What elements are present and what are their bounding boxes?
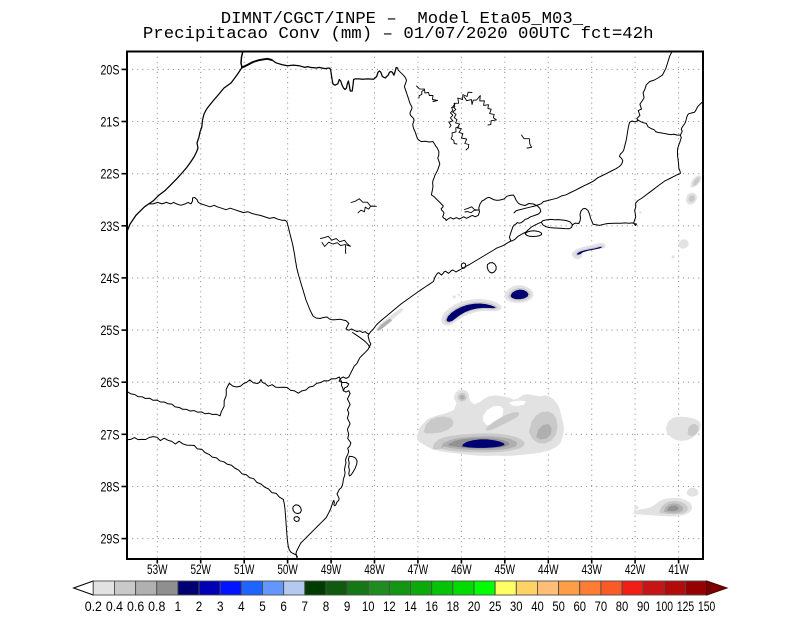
svg-text:125: 125 bbox=[677, 598, 694, 614]
svg-text:10: 10 bbox=[362, 598, 375, 614]
svg-text:48W: 48W bbox=[364, 562, 385, 577]
svg-text:60: 60 bbox=[574, 598, 587, 614]
svg-text:0.4: 0.4 bbox=[106, 598, 123, 614]
svg-text:100: 100 bbox=[656, 598, 673, 614]
svg-text:4: 4 bbox=[238, 598, 245, 614]
svg-text:3: 3 bbox=[217, 598, 224, 614]
svg-text:23S: 23S bbox=[101, 219, 120, 234]
svg-text:90: 90 bbox=[637, 598, 650, 614]
svg-text:51W: 51W bbox=[234, 562, 255, 577]
svg-text:DIMNT/CGCT/INPE – Model Eta05: DIMNT/CGCT/INPE – Model Eta05_M03_ bbox=[221, 10, 584, 29]
svg-text:47W: 47W bbox=[408, 562, 429, 577]
svg-text:49W: 49W bbox=[321, 562, 342, 577]
svg-text:53W: 53W bbox=[147, 562, 168, 577]
svg-text:21S: 21S bbox=[101, 115, 120, 130]
svg-text:20: 20 bbox=[468, 598, 481, 614]
svg-text:7: 7 bbox=[302, 598, 309, 614]
svg-text:44W: 44W bbox=[538, 562, 559, 577]
svg-text:24S: 24S bbox=[101, 271, 120, 286]
svg-text:20S: 20S bbox=[101, 62, 120, 77]
svg-text:2: 2 bbox=[196, 598, 203, 614]
svg-text:25S: 25S bbox=[101, 323, 120, 338]
svg-text:42W: 42W bbox=[625, 562, 646, 577]
svg-text:29S: 29S bbox=[101, 532, 120, 547]
svg-text:9: 9 bbox=[344, 598, 351, 614]
svg-text:40: 40 bbox=[531, 598, 544, 614]
svg-text:27S: 27S bbox=[101, 427, 120, 442]
svg-text:0.8: 0.8 bbox=[148, 598, 165, 614]
svg-text:50W: 50W bbox=[277, 562, 298, 577]
svg-text:80: 80 bbox=[616, 598, 629, 614]
svg-text:Precipitacao Conv (mm) – 01/07: Precipitacao Conv (mm) – 01/07/2020 00UT… bbox=[143, 25, 654, 44]
svg-text:22S: 22S bbox=[101, 167, 120, 182]
svg-text:150: 150 bbox=[698, 598, 715, 614]
svg-text:8: 8 bbox=[323, 598, 330, 614]
svg-text:26S: 26S bbox=[101, 375, 120, 390]
svg-text:52W: 52W bbox=[190, 562, 211, 577]
svg-text:14: 14 bbox=[404, 598, 417, 614]
svg-text:46W: 46W bbox=[451, 562, 472, 577]
svg-text:6: 6 bbox=[280, 598, 287, 614]
svg-text:18: 18 bbox=[447, 598, 460, 614]
svg-text:0.2: 0.2 bbox=[85, 598, 102, 614]
svg-text:12: 12 bbox=[383, 598, 396, 614]
svg-text:28S: 28S bbox=[101, 480, 120, 495]
svg-text:16: 16 bbox=[425, 598, 438, 614]
svg-text:0.6: 0.6 bbox=[127, 598, 144, 614]
svg-text:50: 50 bbox=[552, 598, 565, 614]
svg-text:43W: 43W bbox=[581, 562, 602, 577]
svg-text:1: 1 bbox=[175, 598, 182, 614]
svg-text:45W: 45W bbox=[495, 562, 516, 577]
svg-text:41W: 41W bbox=[668, 562, 689, 577]
svg-text:30: 30 bbox=[510, 598, 523, 614]
svg-text:5: 5 bbox=[259, 598, 266, 614]
svg-text:70: 70 bbox=[595, 598, 608, 614]
svg-text:25: 25 bbox=[489, 598, 502, 614]
